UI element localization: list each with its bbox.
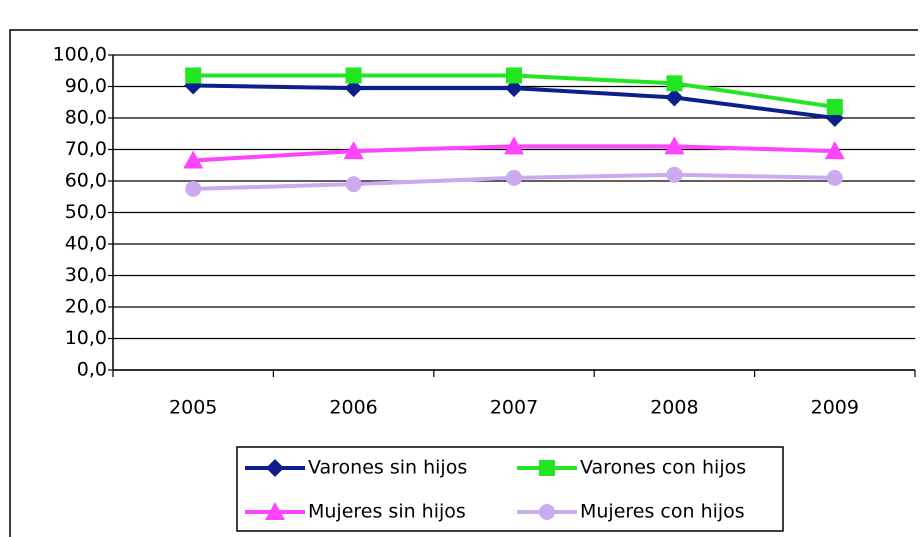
point	[824, 141, 845, 160]
point	[506, 169, 522, 186]
y-tick-label: 40,0	[65, 233, 107, 255]
point	[506, 67, 522, 84]
y-tick-label: 90,0	[65, 75, 107, 97]
point	[183, 150, 204, 169]
y-tick-label: 30,0	[65, 264, 107, 286]
point	[345, 67, 362, 84]
x-tick-label: 2009	[811, 397, 859, 419]
legend-box	[236, 446, 784, 532]
legend-label: Mujeres con hijos	[580, 501, 745, 523]
legend-label: Varones con hijos	[580, 457, 746, 479]
y-tick-label: 100,0	[53, 44, 107, 66]
point	[666, 75, 683, 92]
x-tick-label: 2005	[169, 397, 217, 419]
point	[185, 180, 202, 197]
chart-border	[9, 29, 918, 537]
x-tick-label: 2008	[650, 397, 698, 419]
point	[185, 67, 202, 84]
point	[343, 141, 364, 160]
point	[666, 166, 683, 183]
point	[826, 169, 843, 186]
y-tick-label: 70,0	[65, 138, 107, 160]
y-tick-label: 50,0	[65, 201, 107, 223]
y-tick-label: 80,0	[65, 107, 107, 129]
point	[665, 88, 684, 107]
y-tick-label: 10,0	[65, 327, 107, 349]
legend-marker	[539, 504, 555, 520]
legend-marker	[265, 502, 285, 520]
x-tick-label: 2006	[329, 397, 377, 419]
legend-marker	[539, 460, 555, 476]
point	[345, 176, 362, 193]
point	[664, 136, 685, 155]
point	[504, 136, 524, 155]
y-tick-label: 0,0	[77, 359, 107, 381]
y-tick-label: 20,0	[65, 296, 107, 318]
y-tick-label: 60,0	[65, 170, 107, 192]
point	[505, 79, 523, 98]
legend-label: Varones sin hijos	[308, 457, 467, 479]
point	[826, 98, 843, 115]
x-tick-label: 2007	[490, 397, 538, 419]
legend-label: Mujeres sin hijos	[308, 501, 466, 523]
legend-marker	[266, 459, 284, 477]
point	[344, 79, 363, 98]
